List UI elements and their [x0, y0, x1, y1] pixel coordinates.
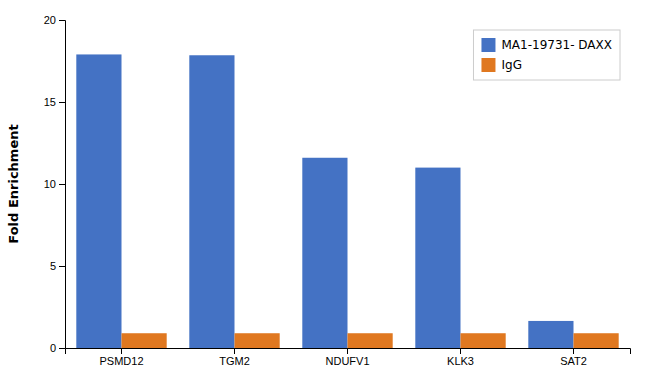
tick: 15 — [44, 96, 65, 108]
tick: 5 — [50, 260, 65, 272]
tick-mark — [573, 348, 574, 354]
tick-mark — [460, 348, 461, 354]
bar — [415, 168, 460, 348]
tick: 20 — [44, 14, 65, 26]
legend-label: MA1-19731- DAXX — [501, 38, 612, 52]
tick-mark — [59, 102, 65, 103]
tick-mark — [347, 348, 348, 354]
x-axis: PSMD12 TGM2 NDUFV1 KLK3 SAT2 — [66, 348, 631, 367]
tick-label: PSMD12 — [99, 355, 143, 367]
tick-mark — [59, 184, 65, 185]
tick-mark — [234, 348, 235, 354]
tick-label: TGM2 — [219, 355, 250, 367]
tick: 10 — [44, 178, 65, 190]
axis-line — [66, 349, 631, 355]
bar — [189, 55, 234, 348]
bar — [528, 321, 573, 348]
tick-label: 20 — [44, 14, 56, 26]
legend-label: IgG — [501, 58, 521, 72]
y-axis: 0 5 10 15 20 — [44, 14, 66, 354]
bar — [122, 333, 167, 348]
plot: 0 5 10 15 20 PSMD12 TGM2 NDUFV1 KLK3 SAT2 MA1-1973… — [44, 14, 631, 367]
bar — [302, 158, 347, 348]
bar — [348, 333, 393, 348]
tick-mark — [59, 20, 65, 21]
tick-label: SAT2 — [560, 355, 587, 367]
tick-mark — [59, 266, 65, 267]
tick: TGM2 — [219, 348, 250, 367]
legend-item: IgG — [481, 58, 521, 72]
tick-mark — [59, 348, 65, 349]
legend-item: MA1-19731- DAXX — [481, 38, 612, 52]
chart: 0 5 10 15 20 PSMD12 TGM2 NDUFV1 KLK3 SAT2 MA1-1973… — [0, 0, 650, 388]
tick-label: 5 — [50, 260, 56, 272]
legend: MA1-19731- DAXX IgG — [473, 30, 620, 80]
tick-mark — [121, 348, 122, 354]
series — [76, 54, 573, 348]
series — [122, 333, 619, 348]
tick-label: KLK3 — [447, 355, 474, 367]
tick: PSMD12 — [99, 348, 143, 367]
y-axis-title: Fold Enrichment — [6, 124, 21, 243]
legend-swatch — [481, 58, 495, 72]
tick: 0 — [50, 342, 65, 354]
tick: NDUFV1 — [325, 348, 369, 367]
tick: KLK3 — [447, 348, 474, 367]
tick-label: 10 — [44, 178, 56, 190]
legend-swatch — [481, 38, 495, 52]
bar — [574, 333, 619, 348]
bar — [76, 54, 121, 348]
tick: SAT2 — [560, 348, 587, 367]
bar — [461, 333, 506, 348]
axis-line — [59, 21, 66, 349]
bars — [76, 54, 618, 348]
tick-label: 0 — [50, 342, 56, 354]
tick-label: 15 — [44, 96, 56, 108]
bar — [235, 333, 280, 348]
legend-box — [473, 30, 620, 80]
tick-label: NDUFV1 — [325, 355, 369, 367]
